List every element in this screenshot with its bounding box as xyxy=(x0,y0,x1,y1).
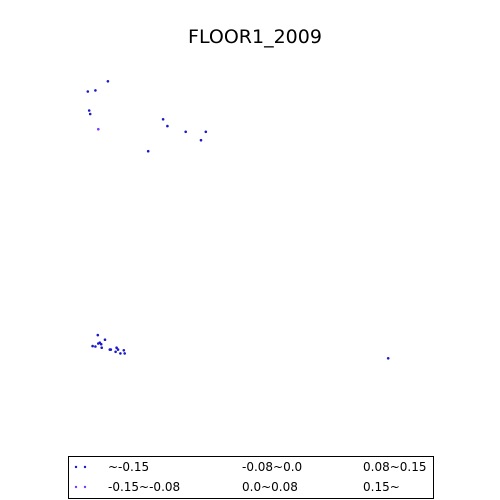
scatter-point xyxy=(97,128,100,131)
scatter-point xyxy=(87,90,90,93)
scatter-point xyxy=(123,352,126,355)
scatter-point xyxy=(97,334,100,337)
legend-label: -0.08~0.0 xyxy=(242,460,302,474)
scatter-point xyxy=(117,348,120,351)
legend-label: ~-0.15 xyxy=(108,460,149,474)
legend-marker xyxy=(84,486,86,488)
scatter-point xyxy=(184,131,187,134)
scatter-point xyxy=(114,351,117,354)
scatter-point xyxy=(205,131,208,134)
scatter-point xyxy=(97,342,100,345)
chart-title: FLOOR1_2009 xyxy=(188,26,322,48)
scatter-point xyxy=(119,352,122,355)
legend-label: 0.08~0.15 xyxy=(363,460,427,474)
scatter-point xyxy=(200,139,203,142)
scatter-point xyxy=(123,349,126,352)
scatter-point xyxy=(107,80,110,83)
scatter-point xyxy=(91,345,94,348)
legend-item: -0.08~0.0 xyxy=(242,460,302,474)
scatter-point xyxy=(89,113,92,116)
scatter-point xyxy=(166,125,169,128)
legend-item: 0.08~0.15 xyxy=(363,460,427,474)
legend-label: 0.15~ xyxy=(363,480,400,494)
scatter-point xyxy=(100,346,103,349)
legend-marker xyxy=(75,486,77,488)
scatter-point xyxy=(94,89,97,92)
legend-marker xyxy=(75,466,77,468)
legend-item: 0.15~ xyxy=(363,480,400,494)
scatter-point xyxy=(110,348,113,351)
legend: ~-0.15 -0.15~-0.08 -0.08~0.0 0.0~0.08 0.08~0… xyxy=(69,457,434,499)
scatter-point xyxy=(100,343,103,346)
scatter-point xyxy=(88,109,91,112)
scatter-point xyxy=(387,357,390,360)
legend-label: 0.0~0.08 xyxy=(242,480,298,494)
scatter-point xyxy=(104,338,107,341)
legend-marker xyxy=(84,466,86,468)
scatter-points xyxy=(87,80,390,360)
legend-item: 0.0~0.08 xyxy=(242,480,298,494)
legend-label: -0.15~-0.08 xyxy=(108,480,180,494)
scatter-point xyxy=(147,150,150,153)
scatter-point xyxy=(94,345,97,348)
scatter-point xyxy=(162,118,165,121)
